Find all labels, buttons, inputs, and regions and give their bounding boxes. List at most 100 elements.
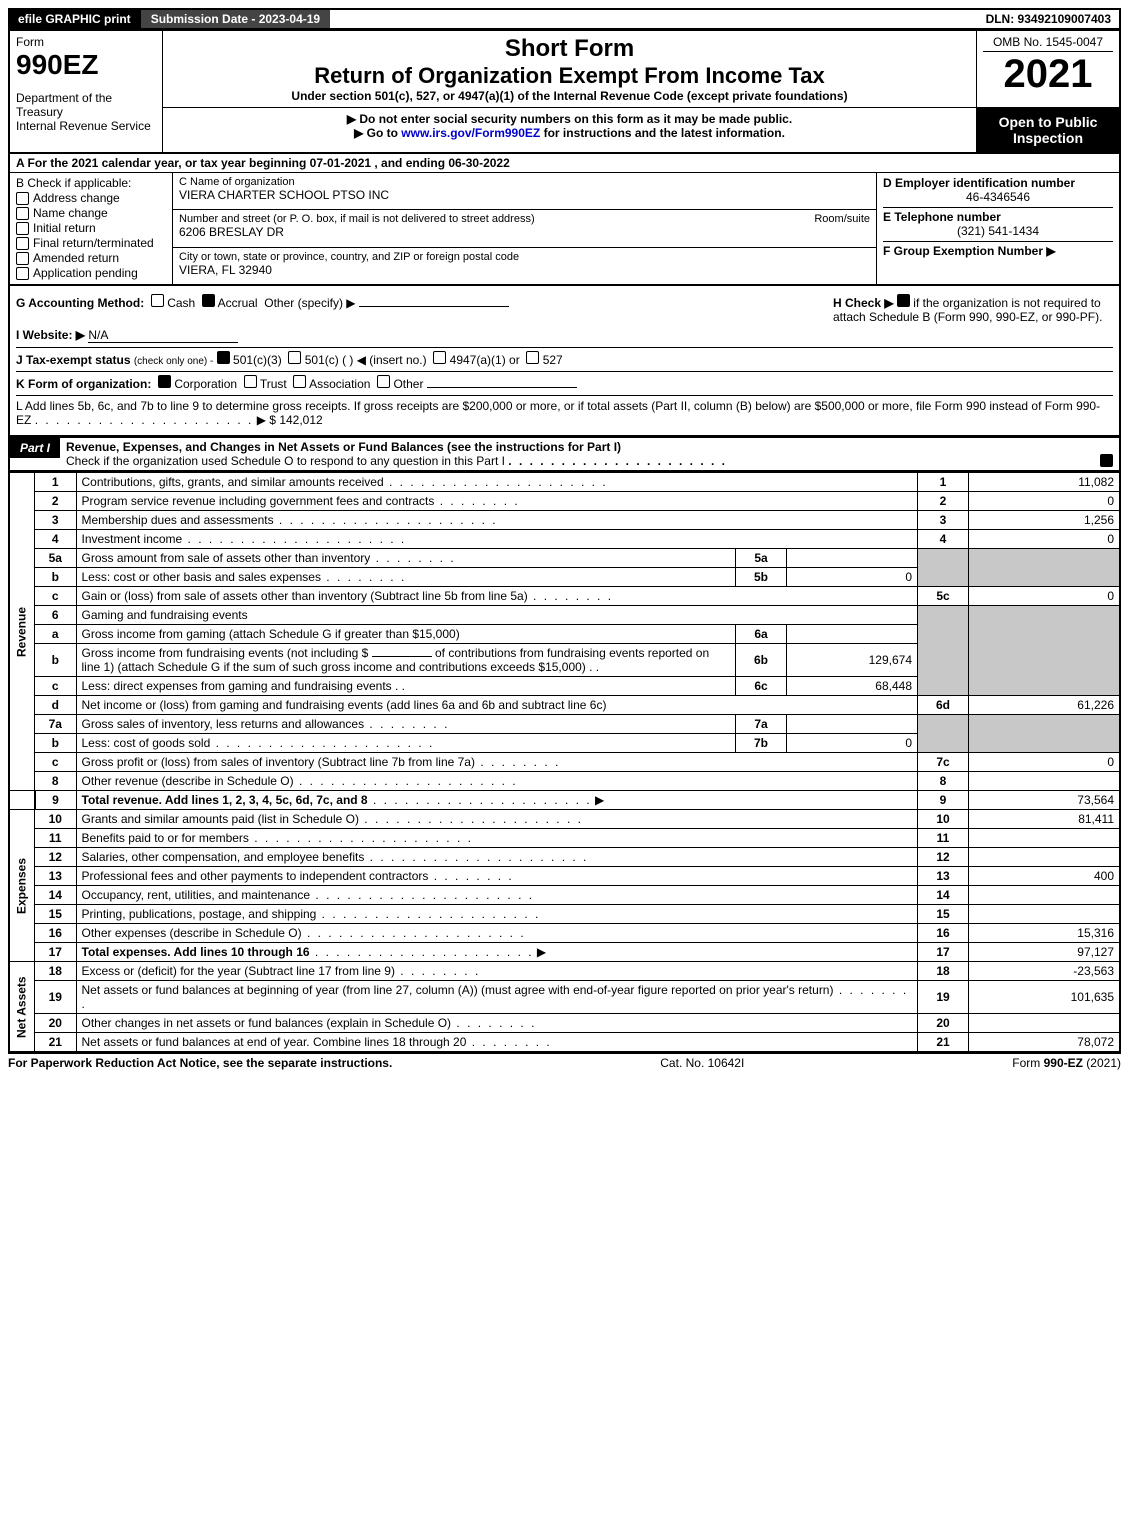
checkbox-corporation[interactable] [158, 375, 171, 388]
omb-number: OMB No. 1545-0047 [983, 35, 1113, 52]
line-9-ref: 9 [918, 791, 969, 810]
line-20-ref: 20 [918, 1014, 969, 1033]
line-num-11: 11 [35, 829, 77, 848]
line-17-desc: Total expenses. Add lines 10 through 16 [82, 945, 310, 959]
line-11-desc: Benefits paid to or for members [82, 831, 249, 845]
line-16-desc: Other expenses (describe in Schedule O) [82, 926, 302, 940]
line-num-15: 15 [35, 905, 77, 924]
label-application-pending: Application pending [33, 266, 138, 280]
line-7c-desc: Gross profit or (loss) from sales of inv… [82, 755, 475, 769]
irs-link[interactable]: www.irs.gov/Form990EZ [401, 126, 540, 140]
phone-value: (321) 541-1434 [883, 224, 1113, 238]
line-16-val: 15,316 [969, 924, 1121, 943]
checkbox-trust[interactable] [244, 375, 257, 388]
line-3-ref: 3 [918, 511, 969, 530]
title-return: Return of Organization Exempt From Incom… [169, 63, 970, 89]
line-7b-desc: Less: cost of goods sold [82, 736, 211, 750]
line-8-val [969, 772, 1121, 791]
dept-treasury: Department of the Treasury [16, 91, 156, 119]
footer-catalog: Cat. No. 10642I [660, 1056, 744, 1070]
line-8-desc: Other revenue (describe in Schedule O) [82, 774, 294, 788]
line-5a-sub: 5a [736, 549, 787, 568]
line-num-20: 20 [35, 1014, 77, 1033]
line-num-5a: 5a [35, 549, 77, 568]
e-phone-label: E Telephone number [883, 210, 1001, 224]
label-accrual: Accrual [218, 296, 258, 310]
line-num-6a: a [35, 625, 77, 644]
checkbox-501c[interactable] [288, 351, 301, 364]
i-website-label: I Website: ▶ [16, 328, 85, 342]
line-num-10: 10 [35, 810, 77, 829]
label-trust: Trust [260, 377, 287, 391]
line-7b-sub: 7b [736, 734, 787, 753]
line-15-desc: Printing, publications, postage, and shi… [82, 907, 317, 921]
line-10-ref: 10 [918, 810, 969, 829]
line-num-21: 21 [35, 1033, 77, 1052]
footer-paperwork: For Paperwork Reduction Act Notice, see … [8, 1056, 392, 1070]
accounting-section: G Accounting Method: Cash Accrual Other … [8, 286, 1121, 437]
line-12-ref: 12 [918, 848, 969, 867]
other-org-input[interactable] [427, 387, 577, 388]
checkbox-initial-return[interactable] [16, 222, 29, 235]
line-num-6d: d [35, 696, 77, 715]
checkbox-schedule-o-used[interactable] [1100, 454, 1113, 467]
checkbox-association[interactable] [293, 375, 306, 388]
line-1-desc: Contributions, gifts, grants, and simila… [82, 475, 384, 489]
line-15-val [969, 905, 1121, 924]
checkbox-final-return[interactable] [16, 237, 29, 250]
label-other-org: Other [393, 377, 423, 391]
goto-instruction: ▶ Go to www.irs.gov/Form990EZ for instru… [169, 126, 970, 140]
line-5c-ref: 5c [918, 587, 969, 606]
line-num-9: 9 [35, 791, 77, 810]
line-20-desc: Other changes in net assets or fund bala… [82, 1016, 452, 1030]
line-10-val: 81,411 [969, 810, 1121, 829]
line-14-desc: Occupancy, rent, utilities, and maintena… [82, 888, 311, 902]
label-address-change: Address change [33, 191, 120, 205]
line-11-ref: 11 [918, 829, 969, 848]
line-13-val: 400 [969, 867, 1121, 886]
line-12-desc: Salaries, other compensation, and employ… [82, 850, 365, 864]
checkbox-amended-return[interactable] [16, 252, 29, 265]
line-5b-subval: 0 [787, 568, 918, 587]
line-num-7b: b [35, 734, 77, 753]
line-6a-subval [787, 625, 918, 644]
line-7a-sub: 7a [736, 715, 787, 734]
checkbox-4947a1[interactable] [433, 351, 446, 364]
title-short-form: Short Form [169, 35, 970, 63]
checkbox-501c3[interactable] [217, 351, 230, 364]
f-group-exemption-label: F Group Exemption Number ▶ [883, 244, 1056, 258]
line-num-8: 8 [35, 772, 77, 791]
form-label: Form [16, 35, 156, 49]
checkbox-527[interactable] [526, 351, 539, 364]
g-label: G Accounting Method: [16, 296, 144, 310]
form-number: 990EZ [16, 49, 156, 81]
line-4-ref: 4 [918, 530, 969, 549]
checkbox-name-change[interactable] [16, 207, 29, 220]
line-num-17: 17 [35, 943, 77, 962]
street-value: 6206 BRESLAY DR [179, 225, 870, 239]
line-1-ref: 1 [918, 473, 969, 492]
line-5b-desc: Less: cost or other basis and sales expe… [82, 570, 321, 584]
checkbox-accrual[interactable] [202, 294, 215, 307]
city-label: City or town, state or province, country… [179, 251, 870, 263]
line-13-desc: Professional fees and other payments to … [82, 869, 429, 883]
line-11-val [969, 829, 1121, 848]
line-17-ref: 17 [918, 943, 969, 962]
line-5a-desc: Gross amount from sale of assets other t… [82, 551, 371, 565]
line-num-18: 18 [35, 962, 77, 981]
checkbox-schedule-b-not-required[interactable] [897, 294, 910, 307]
other-specify-input[interactable] [359, 306, 509, 307]
checkbox-address-change[interactable] [16, 192, 29, 205]
line-6b-blank[interactable] [372, 656, 432, 657]
line-num-6c: c [35, 677, 77, 696]
label-other-specify: Other (specify) ▶ [264, 296, 355, 310]
efile-print-button[interactable]: efile GRAPHIC print [10, 10, 141, 28]
part-i-check-text: Check if the organization used Schedule … [66, 454, 505, 468]
part-i-header: Part I Revenue, Expenses, and Changes in… [8, 437, 1121, 472]
checkbox-cash[interactable] [151, 294, 164, 307]
line-19-desc: Net assets or fund balances at beginning… [82, 983, 834, 997]
subtitle: Under section 501(c), 527, or 4947(a)(1)… [169, 89, 970, 103]
checkbox-other-org[interactable] [377, 375, 390, 388]
checkbox-application-pending[interactable] [16, 267, 29, 280]
label-4947a1: 4947(a)(1) or [450, 353, 520, 367]
